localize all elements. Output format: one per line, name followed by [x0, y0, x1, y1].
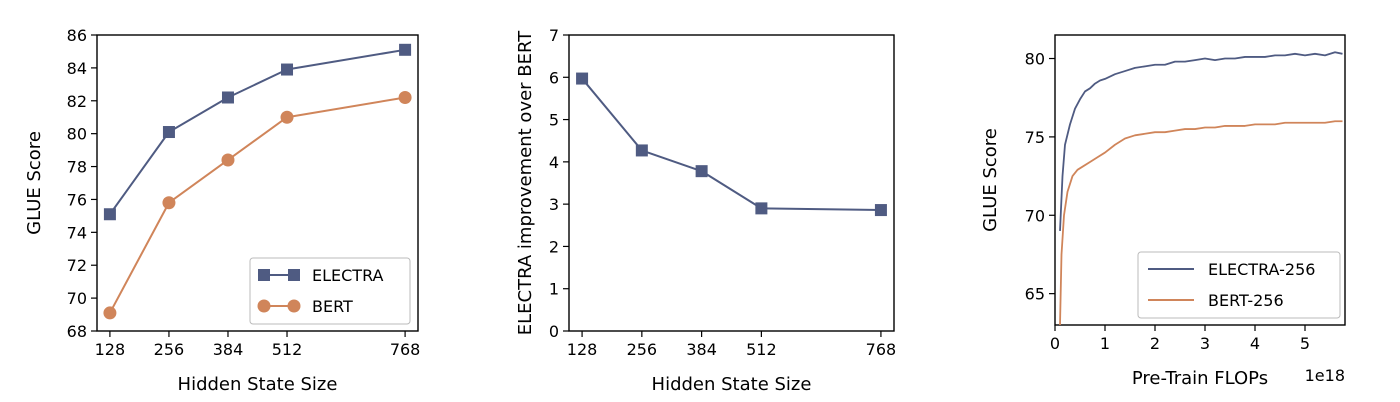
legend-label-electra-256: ELECTRA-256 [1208, 260, 1315, 279]
plot-frame [96, 34, 419, 332]
data-point-square [103, 208, 116, 221]
data-point-square [221, 91, 234, 104]
y-tick-label: 3 [549, 195, 559, 214]
y-tick-label: 5 [549, 111, 559, 130]
plot-frame [568, 34, 895, 332]
legend-label-bert: BERT [312, 297, 353, 316]
x-tick-label: 512 [272, 340, 303, 359]
data-point-square [635, 144, 648, 157]
x-offset-label: 1e18 [1305, 366, 1345, 385]
plot-frame [1054, 34, 1346, 326]
y-tick-label: 80 [1025, 50, 1045, 69]
data-point-square [576, 72, 589, 85]
y-tick-label: 1 [549, 280, 559, 299]
x-tick-label: 384 [686, 340, 717, 359]
x-tick-label: 384 [213, 340, 244, 359]
y-tick-label: 72 [67, 256, 87, 275]
chart-glue-vs-pretrain-flops: 0 1 2 3 4 5 65 70 75 80 Pre-Train FLOPs GLUE Score 1… [980, 34, 1346, 389]
y-tick-label: 82 [67, 92, 87, 111]
x-tick-label: 256 [627, 340, 658, 359]
x-tick-label: 4 [1250, 334, 1260, 353]
y-axis-title: GLUE Score [980, 128, 1001, 232]
x-tick-label: 768 [866, 340, 897, 359]
x-tick-label: 768 [390, 340, 421, 359]
y-tick-label: 80 [67, 125, 87, 144]
legend: ELECTRA-256 BERT-256 [1137, 251, 1341, 319]
y-tick-label: 65 [1025, 285, 1045, 304]
x-tick-label: 2 [1150, 334, 1160, 353]
y-tick-label: 7 [549, 26, 559, 45]
legend-marker [288, 269, 300, 281]
data-point-square [162, 126, 175, 139]
data-point-square [755, 202, 768, 215]
x-tick-label: 0 [1050, 334, 1060, 353]
y-tick-label: 2 [549, 237, 559, 256]
legend: ELECTRA BERT [249, 257, 411, 325]
y-axis-title: ELECTRA improvement over BERT [515, 30, 536, 335]
series-line-electra [109, 48, 406, 215]
y-tick-label: 84 [67, 59, 87, 78]
legend-label-bert-256: BERT-256 [1208, 291, 1284, 310]
series-line-electra-256 [1059, 51, 1343, 231]
data-point-square [695, 165, 708, 178]
x-tick-label: 3 [1200, 334, 1210, 353]
data-point-square [399, 43, 412, 56]
legend-marker [287, 299, 301, 313]
x-axis-title: Hidden State Size [652, 374, 812, 395]
data-point-circle [162, 196, 176, 210]
y-tick-label: 74 [67, 223, 87, 242]
x-tick-label: 1 [1100, 334, 1110, 353]
data-point-circle [280, 110, 294, 124]
y-tick-label: 0 [549, 322, 559, 341]
y-tick-label: 70 [1025, 206, 1045, 225]
x-axis-title: Hidden State Size [178, 374, 338, 395]
y-tick-label: 68 [67, 322, 87, 341]
y-tick-label: 70 [67, 289, 87, 308]
x-tick-label: 5 [1300, 334, 1310, 353]
x-tick-label: 256 [154, 340, 185, 359]
y-tick-label: 6 [549, 68, 559, 87]
y-tick-label: 75 [1025, 128, 1045, 147]
x-tick-label: 512 [746, 340, 777, 359]
series-line-bert-256 [1059, 120, 1343, 326]
y-axis-title: GLUE Score [24, 131, 45, 235]
legend-label-electra: ELECTRA [312, 266, 384, 285]
legend-marker [258, 269, 270, 281]
data-point-circle [398, 90, 412, 104]
data-point-square [281, 63, 294, 76]
y-tick-label: 78 [67, 158, 87, 177]
x-axis-title: Pre-Train FLOPs [1132, 368, 1268, 389]
y-tick-label: 76 [67, 190, 87, 209]
y-tick-label: 86 [67, 26, 87, 45]
chart-improvement-vs-hidden-size: 128 256 384 512 768 0 1 2 3 4 5 6 7 Hidden State Size… [515, 26, 896, 395]
legend-marker [257, 299, 271, 313]
data-point-circle [103, 306, 117, 320]
y-tick-label: 4 [549, 153, 559, 172]
series-line-improvement [581, 77, 881, 212]
data-point-square [874, 204, 887, 217]
x-tick-label: 128 [95, 340, 126, 359]
data-point-circle [221, 153, 235, 167]
chart-glue-vs-hidden-size: 128 256 384 512 768 68 70 72 74 76 78 80 82 84 86 Hidde… [24, 26, 420, 395]
x-tick-label: 128 [567, 340, 598, 359]
